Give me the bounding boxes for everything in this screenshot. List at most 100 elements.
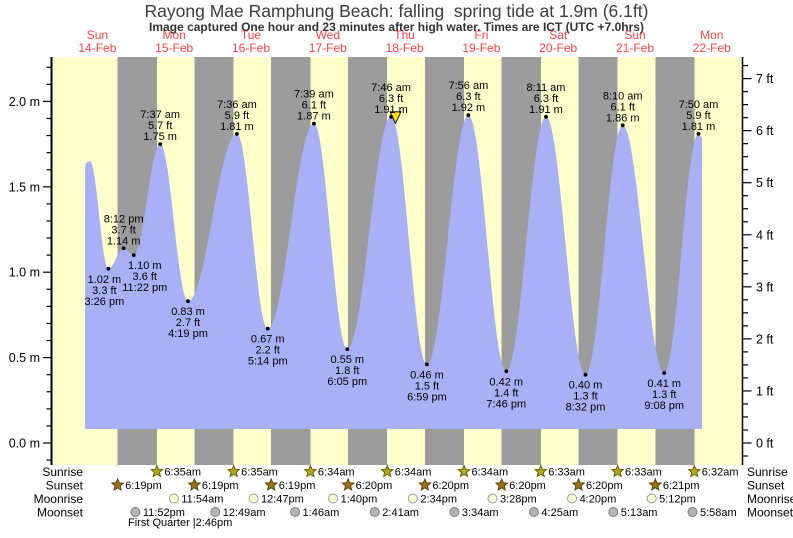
moonset-icon — [210, 507, 221, 517]
day-label-name: Mon — [163, 28, 186, 42]
tide-annotation: 8:11 am — [527, 82, 566, 94]
tide-annotation: 4:19 pm — [168, 328, 208, 340]
sunset-time: 6:19pm — [279, 480, 316, 492]
day-label-date: 22-Feb — [693, 41, 731, 55]
moonset-time: 5:13am — [621, 507, 658, 519]
tide-annotation: 3:26 pm — [85, 296, 125, 308]
tide-point-dot — [466, 113, 471, 117]
moonset-icon — [608, 507, 619, 517]
moonrise-icon — [248, 493, 259, 504]
row-label-left-sunrise: Sunrise — [42, 465, 83, 479]
sunset-time: 6:20pm — [432, 480, 469, 492]
moonset-time: 5:58am — [700, 507, 737, 519]
moonrise-time: 1:40pm — [341, 494, 378, 506]
y-axis-right-label: 4 ft — [756, 228, 774, 242]
moonset-icon — [449, 507, 460, 517]
tide-annotation: 7:37 am — [140, 109, 180, 121]
tide-annotation: 1.02 m — [88, 274, 122, 286]
y-axis-right-label: 1 ft — [756, 384, 774, 398]
tide-annotation: 5.7 ft — [148, 120, 172, 132]
tide-annotation: 1.3 ft — [573, 391, 597, 403]
sunset-star-icon — [187, 477, 202, 491]
y-axis-right-label: 6 ft — [756, 124, 774, 138]
moonset-icon — [528, 507, 539, 517]
tide-annotation: 0.41 m — [647, 378, 681, 390]
tide-annotation: 0.42 m — [489, 376, 523, 388]
tide-point-dot — [186, 299, 190, 304]
tide-point-dot — [265, 326, 270, 331]
moon-phase-note: First Quarter |2:46pm — [128, 517, 232, 529]
moonset-icon — [130, 507, 141, 517]
sunset-time: 6:20pm — [586, 480, 623, 492]
moonrise-time: 4:20pm — [580, 494, 617, 506]
sunset-star-icon — [648, 477, 663, 491]
moonset-time: 1:46am — [303, 507, 340, 519]
tide-point-dot — [583, 372, 588, 377]
chart-subtitle: Image captured One hour and 23 minutes a… — [149, 20, 644, 34]
sunrise-time: 6:32am — [702, 467, 739, 479]
moonrise-icon — [407, 493, 418, 504]
tide-annotation: 1.92 m — [452, 102, 486, 114]
sunrise-star-icon — [457, 464, 471, 478]
y-axis-left-label: 1.5 m — [9, 180, 40, 194]
sunrise-star-icon — [149, 464, 164, 478]
tide-area — [85, 115, 703, 429]
moonrise-time: 3:28pm — [500, 494, 537, 506]
day-label-name: Sat — [549, 28, 568, 42]
row-label-left-sunset: Sunset — [46, 479, 84, 493]
tide-annotation: 0.46 m — [410, 369, 444, 381]
y-axis-right-label: 5 ft — [756, 176, 774, 190]
tide-annotation: 0.55 m — [330, 354, 364, 366]
tide-annotation: 7:46 am — [371, 82, 411, 94]
y-axis-right-label: 0 ft — [756, 437, 774, 451]
tide-annotation: 1.87 m — [297, 111, 331, 123]
sunrise-star-icon — [610, 464, 625, 478]
sunrise-star-icon — [687, 464, 702, 478]
tide-annotation: 6.3 ft — [379, 93, 403, 105]
sunrise-star-icon — [380, 464, 395, 478]
tide-annotation: 2.2 ft — [256, 345, 280, 357]
sunrise-time: 6:33am — [548, 467, 585, 479]
day-label-name: Mon — [700, 28, 723, 42]
row-label-right-sunset: Sunset — [747, 479, 785, 493]
tide-annotation: 5:14 pm — [248, 356, 288, 368]
moonset-time: 11:52pm — [143, 507, 185, 519]
moonset-icon — [369, 507, 380, 517]
y-axis-right-label: 7 ft — [756, 72, 774, 86]
tide-annotation: 3.7 ft — [111, 224, 135, 236]
moonrise-icon — [567, 493, 578, 504]
tide-annotation: 6.1 ft — [610, 101, 634, 113]
sunset-star-icon — [494, 477, 509, 491]
tide-annotation: 11:22 pm — [122, 282, 167, 294]
day-label-date: 19-Feb — [462, 41, 500, 55]
tide-point-dot — [544, 114, 548, 119]
y-axis-right-label: 3 ft — [756, 280, 774, 294]
tide-annotation: 7:50 am — [679, 99, 719, 111]
tide-annotation: 1.86 m — [606, 112, 640, 124]
moonrise-icon — [168, 493, 179, 504]
sunset-time: 6:21pm — [663, 480, 700, 492]
moonrise-icon — [487, 493, 498, 504]
sunrise-time: 6:35am — [241, 467, 278, 479]
tide-annotation: 8:10 am — [603, 90, 643, 102]
day-label-date: 20-Feb — [539, 41, 577, 55]
tide-point-dot — [389, 114, 393, 119]
day-label-date: 21-Feb — [616, 41, 654, 55]
sunrise-time: 6:34am — [395, 467, 432, 479]
sunrise-time: 6:33am — [625, 467, 662, 479]
moonset-time: 3:34am — [462, 507, 499, 519]
tide-annotation: 7:39 am — [294, 89, 334, 101]
tide-annotation: 1.81 m — [220, 121, 254, 133]
tide-point-dot — [121, 246, 126, 251]
tide-point-dot — [620, 123, 625, 128]
tide-annotation: 6.3 ft — [534, 93, 558, 105]
moonset-time: 2:41am — [382, 507, 419, 519]
moonrise-time: 12:47pm — [261, 494, 304, 506]
y-axis-left-label: 0.0 m — [9, 437, 40, 451]
sunset-time: 6:20pm — [509, 480, 546, 492]
moonrise-icon — [328, 493, 339, 504]
sunrise-star-icon — [533, 464, 548, 478]
moonrise-time: 2:34pm — [420, 494, 457, 506]
